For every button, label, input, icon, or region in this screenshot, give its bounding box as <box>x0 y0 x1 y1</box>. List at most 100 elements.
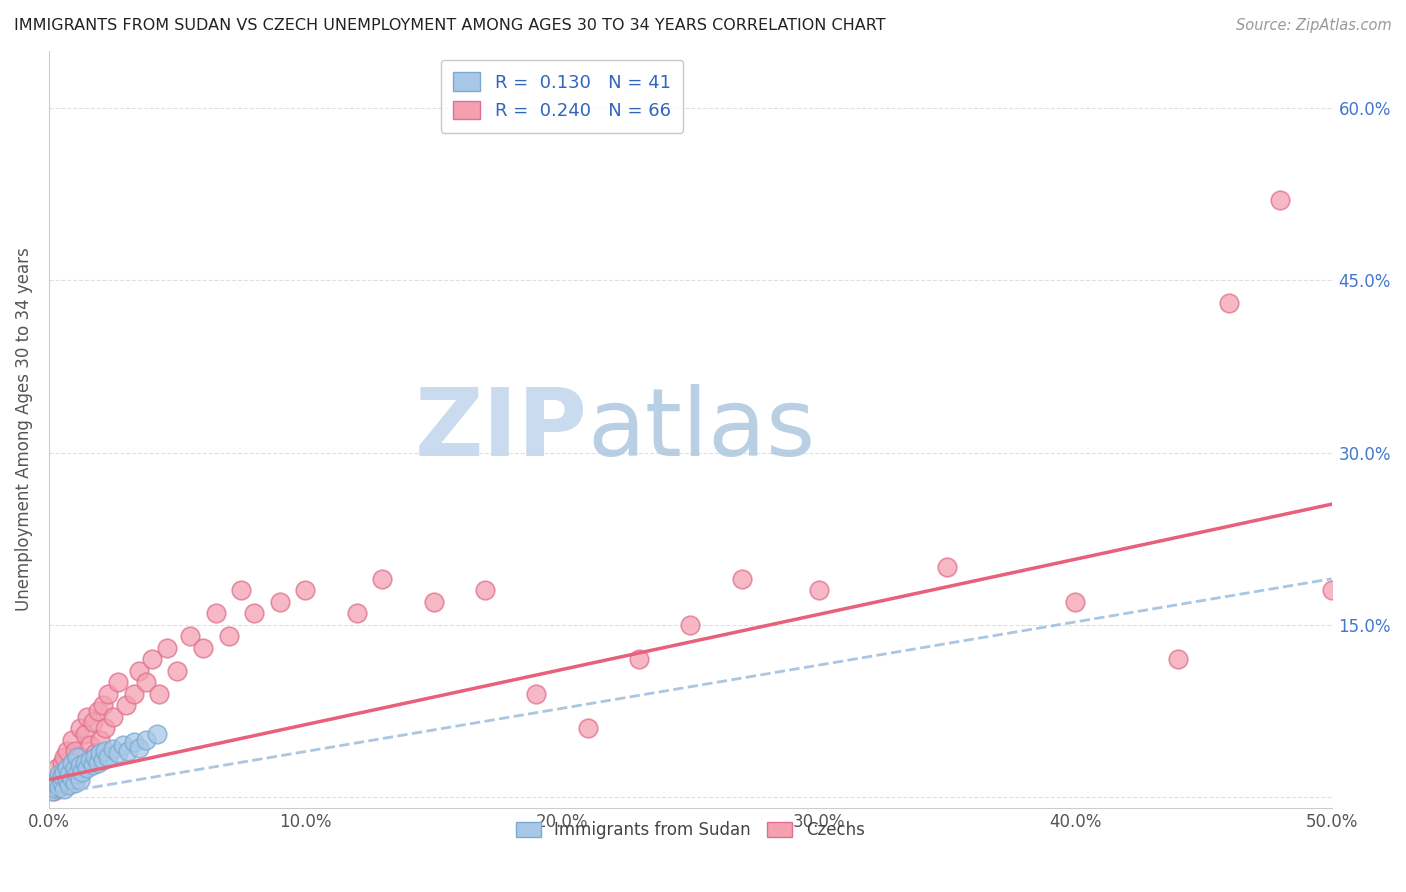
Point <box>63 761 86 775</box>
Point <box>115 698 138 712</box>
Point <box>1064 595 1087 609</box>
Point <box>135 675 157 690</box>
Point <box>97 687 120 701</box>
Point <box>56 769 79 783</box>
Point <box>58 767 80 781</box>
Text: atlas: atlas <box>588 384 815 475</box>
Point <box>128 664 150 678</box>
Point <box>66 749 89 764</box>
Point <box>148 687 170 701</box>
Point <box>58 779 80 793</box>
Point <box>72 764 94 779</box>
Point <box>76 756 98 770</box>
Point <box>41 784 63 798</box>
Point <box>1167 652 1189 666</box>
Point <box>135 732 157 747</box>
Point <box>60 772 83 786</box>
Point <box>53 749 76 764</box>
Point <box>97 749 120 764</box>
Point <box>69 757 91 772</box>
Point <box>58 772 80 787</box>
Point <box>101 741 124 756</box>
Point <box>166 664 188 678</box>
Text: IMMIGRANTS FROM SUDAN VS CZECH UNEMPLOYMENT AMONG AGES 30 TO 34 YEARS CORRELATIO: IMMIGRANTS FROM SUDAN VS CZECH UNEMPLOYM… <box>14 18 886 33</box>
Point <box>294 583 316 598</box>
Point <box>141 652 163 666</box>
Point <box>524 687 547 701</box>
Point <box>63 772 86 787</box>
Point <box>56 761 79 775</box>
Point <box>45 772 67 787</box>
Point <box>1218 296 1240 310</box>
Point <box>91 698 114 712</box>
Point <box>107 675 129 690</box>
Point <box>191 640 214 655</box>
Point <box>60 732 83 747</box>
Y-axis label: Unemployment Among Ages 30 to 34 years: Unemployment Among Ages 30 to 34 years <box>15 248 32 611</box>
Point <box>84 749 107 764</box>
Point <box>66 753 89 767</box>
Point <box>422 595 444 609</box>
Point <box>576 721 599 735</box>
Point <box>72 761 94 775</box>
Point <box>82 715 104 730</box>
Point <box>60 757 83 772</box>
Point <box>94 721 117 735</box>
Point <box>179 629 201 643</box>
Point <box>51 776 73 790</box>
Point <box>807 583 830 598</box>
Point <box>107 747 129 761</box>
Point <box>84 747 107 761</box>
Point <box>627 652 650 666</box>
Point <box>1320 583 1343 598</box>
Point <box>76 709 98 723</box>
Point <box>53 764 76 779</box>
Point <box>73 727 96 741</box>
Point <box>122 735 145 749</box>
Point <box>101 709 124 723</box>
Point <box>1270 193 1292 207</box>
Point <box>679 617 702 632</box>
Point <box>371 572 394 586</box>
Point <box>60 756 83 770</box>
Point <box>69 749 91 764</box>
Point <box>474 583 496 598</box>
Point <box>89 732 111 747</box>
Point <box>45 772 67 787</box>
Point <box>56 772 79 787</box>
Point <box>42 780 65 795</box>
Point <box>76 761 98 775</box>
Point <box>73 756 96 770</box>
Point <box>117 744 139 758</box>
Point <box>79 739 101 753</box>
Point <box>86 756 108 770</box>
Legend: Immigrants from Sudan, Czechs: Immigrants from Sudan, Czechs <box>509 814 872 846</box>
Point <box>48 780 70 794</box>
Point <box>730 572 752 586</box>
Point <box>86 704 108 718</box>
Point <box>145 727 167 741</box>
Point <box>935 560 957 574</box>
Text: Source: ZipAtlas.com: Source: ZipAtlas.com <box>1236 18 1392 33</box>
Point <box>56 744 79 758</box>
Point <box>53 781 76 796</box>
Point <box>69 721 91 735</box>
Point <box>128 740 150 755</box>
Point <box>69 772 91 787</box>
Point <box>204 607 226 621</box>
Point <box>122 687 145 701</box>
Point <box>45 779 67 793</box>
Point <box>63 776 86 790</box>
Point <box>41 779 63 793</box>
Point <box>58 764 80 779</box>
Point <box>89 747 111 761</box>
Point <box>53 776 76 790</box>
Point <box>231 583 253 598</box>
Text: ZIP: ZIP <box>415 384 588 475</box>
Point <box>42 784 65 798</box>
Point <box>79 753 101 767</box>
Point <box>82 757 104 772</box>
Point <box>51 769 73 783</box>
Point <box>94 744 117 758</box>
Point <box>218 629 240 643</box>
